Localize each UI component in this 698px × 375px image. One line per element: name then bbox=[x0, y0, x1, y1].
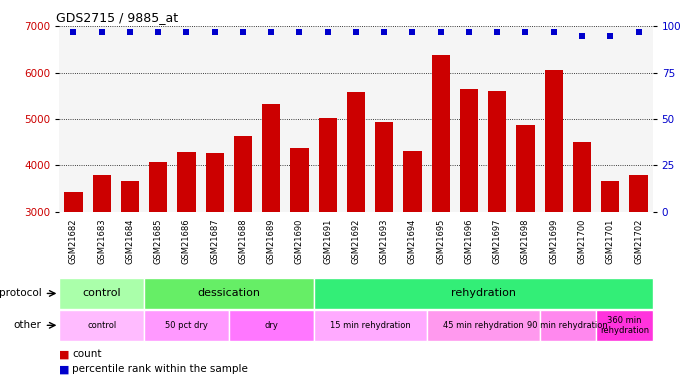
Bar bbox=[375, 122, 394, 351]
Bar bbox=[59, 310, 144, 340]
Point bbox=[96, 29, 107, 35]
Bar bbox=[205, 153, 224, 351]
Bar bbox=[630, 175, 648, 351]
Bar bbox=[596, 310, 653, 340]
Bar bbox=[460, 89, 478, 351]
Text: dessication: dessication bbox=[198, 288, 260, 298]
Point bbox=[209, 29, 221, 35]
Point bbox=[350, 29, 362, 35]
Bar bbox=[149, 162, 168, 351]
Bar bbox=[403, 151, 422, 351]
Text: 15 min rehydration: 15 min rehydration bbox=[329, 321, 410, 330]
Point bbox=[520, 29, 531, 35]
Bar bbox=[318, 118, 337, 351]
Bar bbox=[544, 70, 563, 351]
Text: control: control bbox=[82, 288, 121, 298]
Bar bbox=[431, 55, 450, 351]
Bar bbox=[144, 310, 229, 340]
Point bbox=[266, 29, 277, 35]
Text: 45 min rehydration: 45 min rehydration bbox=[443, 321, 524, 330]
Bar bbox=[64, 192, 82, 351]
Point bbox=[237, 29, 248, 35]
Text: count: count bbox=[72, 350, 101, 359]
Bar bbox=[262, 104, 281, 351]
Point bbox=[181, 29, 192, 35]
Text: other: other bbox=[14, 320, 42, 330]
Point bbox=[577, 33, 588, 39]
Point bbox=[463, 29, 475, 35]
Point bbox=[491, 29, 503, 35]
Text: ■: ■ bbox=[59, 350, 70, 359]
Bar bbox=[234, 136, 252, 351]
Point bbox=[153, 29, 164, 35]
Bar bbox=[517, 125, 535, 351]
Bar bbox=[573, 142, 591, 351]
Point bbox=[604, 33, 616, 39]
Text: dry: dry bbox=[265, 321, 279, 330]
Point bbox=[548, 29, 559, 35]
Bar bbox=[488, 91, 507, 351]
Text: percentile rank within the sample: percentile rank within the sample bbox=[72, 364, 248, 374]
Bar bbox=[426, 310, 540, 340]
Bar bbox=[177, 153, 195, 351]
Text: control: control bbox=[87, 321, 117, 330]
Text: GDS2715 / 9885_at: GDS2715 / 9885_at bbox=[57, 11, 179, 24]
Bar bbox=[93, 175, 111, 351]
Bar bbox=[313, 310, 426, 340]
Point bbox=[68, 29, 79, 35]
Text: 90 min rehydration: 90 min rehydration bbox=[528, 321, 608, 330]
Point bbox=[322, 29, 334, 35]
Text: 50 pct dry: 50 pct dry bbox=[165, 321, 208, 330]
Text: rehydration: rehydration bbox=[451, 288, 516, 298]
Bar bbox=[290, 148, 309, 351]
Bar bbox=[144, 278, 313, 309]
Bar bbox=[59, 278, 144, 309]
Text: 360 min
rehydration: 360 min rehydration bbox=[600, 316, 649, 335]
Point bbox=[633, 29, 644, 35]
Bar bbox=[347, 92, 365, 351]
Point bbox=[407, 29, 418, 35]
Point bbox=[124, 29, 135, 35]
Text: protocol: protocol bbox=[0, 288, 42, 298]
Bar bbox=[601, 181, 619, 351]
Point bbox=[378, 29, 389, 35]
Bar bbox=[540, 310, 596, 340]
Bar bbox=[229, 310, 313, 340]
Text: ■: ■ bbox=[59, 364, 70, 374]
Bar bbox=[313, 278, 653, 309]
Bar bbox=[121, 181, 139, 351]
Point bbox=[294, 29, 305, 35]
Point bbox=[435, 29, 446, 35]
